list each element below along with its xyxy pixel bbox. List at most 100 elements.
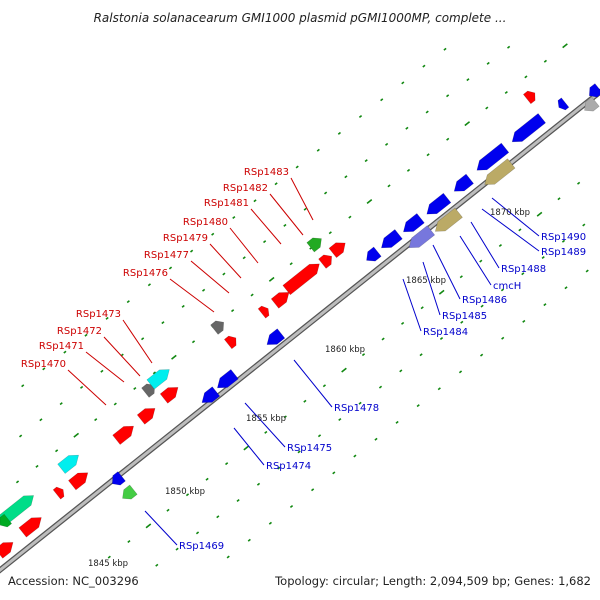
tick-mark xyxy=(419,353,423,357)
tick-mark-shape xyxy=(577,181,581,185)
tick-mark-shape xyxy=(250,293,254,297)
label-leader xyxy=(190,260,230,294)
tick-mark-shape xyxy=(145,523,152,529)
gene-arrow xyxy=(270,292,290,309)
gene-feature xyxy=(0,542,14,559)
tick-mark-shape xyxy=(274,182,278,186)
tick-mark-shape xyxy=(152,371,156,375)
tick-mark xyxy=(344,175,348,179)
tick-mark-shape xyxy=(541,256,545,259)
tick-mark xyxy=(380,98,384,102)
tick-mark-shape xyxy=(181,304,185,308)
tick-mark-shape xyxy=(426,153,430,157)
gene-feature xyxy=(381,229,403,249)
tick-mark xyxy=(439,337,444,340)
tick-mark-shape xyxy=(582,223,586,227)
tick-mark-shape xyxy=(348,215,352,219)
tick-mark-shape xyxy=(328,231,332,235)
tick-mark-shape xyxy=(585,269,589,273)
tick-mark xyxy=(485,106,489,110)
tick-mark xyxy=(63,350,67,354)
tick-mark-shape xyxy=(59,402,63,406)
label-leader xyxy=(169,278,215,313)
tick-mark-shape xyxy=(416,404,420,408)
gene-feature xyxy=(52,486,65,500)
tick-mark xyxy=(250,293,254,297)
gene-arrow xyxy=(266,328,286,345)
tick-mark xyxy=(401,81,405,85)
gene-arrow xyxy=(257,305,270,319)
tick-mark-shape xyxy=(21,384,25,388)
gene-feature xyxy=(408,225,436,248)
tick-mark-shape xyxy=(439,337,444,340)
tick-mark-shape xyxy=(459,275,463,279)
gene-label-reverse: RSp1486 xyxy=(462,295,507,306)
gene-arrow xyxy=(366,246,382,262)
tick-mark-shape xyxy=(405,126,409,130)
tick-mark xyxy=(385,142,389,146)
tick-mark xyxy=(253,199,257,203)
gene-arrow xyxy=(476,142,510,171)
gene-label-forward: RSp1471 xyxy=(39,341,84,352)
tick-mark xyxy=(524,75,528,79)
tick-mark xyxy=(205,477,209,481)
tick-mark xyxy=(236,499,240,502)
gene-feature xyxy=(217,369,239,389)
tick-mark xyxy=(564,286,568,290)
gene-feature xyxy=(584,96,600,112)
label-leader xyxy=(470,221,500,269)
tick-mark xyxy=(543,303,547,307)
label-leader xyxy=(250,208,282,245)
tick-mark xyxy=(289,262,293,266)
scale-labels: 1845 kbp 1850 kbp 1855 kbp 1860 kbp 1865 kbp… xyxy=(88,208,530,569)
topology-summary-text: Topology: circular; Length: 2,094,509 bp… xyxy=(274,574,591,588)
gene-arrow xyxy=(141,383,155,398)
tick-mark-shape xyxy=(504,91,508,94)
tick-mark-shape xyxy=(283,415,287,419)
label-leader xyxy=(244,402,286,448)
label-leaders xyxy=(67,177,540,546)
gene-arrow xyxy=(434,207,463,232)
tick-mark xyxy=(289,505,294,508)
tick-mark xyxy=(582,223,586,227)
tick-mark xyxy=(80,385,84,389)
tick-mark xyxy=(155,563,159,567)
tick-mark xyxy=(353,454,357,458)
tick-mark-shape xyxy=(190,249,194,253)
tick-mark xyxy=(263,240,267,244)
gene-feature xyxy=(136,408,156,425)
tick-mark xyxy=(222,272,226,276)
tick-mark-shape xyxy=(42,367,46,371)
tick-mark-shape xyxy=(420,306,424,310)
tick-mark xyxy=(446,137,450,141)
gene-label-forward: RSp1472 xyxy=(57,326,102,337)
label-leader xyxy=(269,193,304,236)
tick-mark xyxy=(226,555,230,559)
tick-mark xyxy=(21,384,25,388)
gene-feature xyxy=(484,158,516,185)
tick-mark-shape xyxy=(521,272,525,276)
tick-mark-shape xyxy=(500,288,505,292)
tick-mark-shape xyxy=(446,94,450,98)
gene-arrow xyxy=(18,517,42,538)
tick-mark xyxy=(561,239,566,243)
tick-mark-shape xyxy=(438,289,445,295)
tick-mark xyxy=(358,401,362,405)
tick-mark xyxy=(15,480,20,484)
tick-mark xyxy=(420,306,424,310)
tick-mark xyxy=(479,259,483,263)
tick-mark-shape xyxy=(297,450,301,454)
tick-mark xyxy=(295,165,299,169)
tick-mark-shape xyxy=(543,59,547,63)
gene-label-reverse: RSp1474 xyxy=(266,461,311,472)
tick-mark-shape xyxy=(264,430,268,434)
gene-label-reverse: RSp1469 xyxy=(179,541,224,552)
tick-mark xyxy=(399,369,403,373)
gene-arrow xyxy=(112,425,134,445)
tick-mark xyxy=(73,432,80,438)
tick-mark xyxy=(243,445,250,451)
tick-mark xyxy=(425,110,429,114)
tick-mark xyxy=(337,131,341,135)
tick-mark-shape xyxy=(507,45,511,49)
gene-arrow xyxy=(453,173,474,192)
